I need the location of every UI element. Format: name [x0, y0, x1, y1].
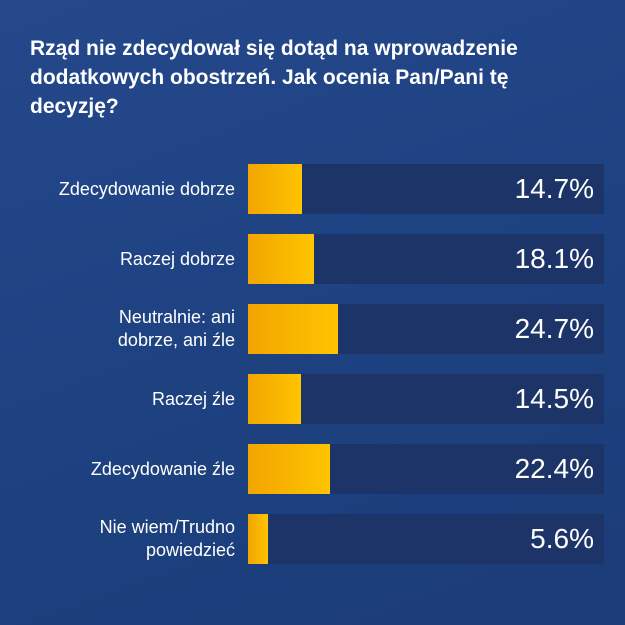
bar-track: 5.6% [248, 514, 604, 564]
bar-row: Zdecydowanie źle 22.4% [0, 444, 625, 494]
bar-track: 18.1% [248, 234, 604, 284]
bar-row: Raczej dobrze 18.1% [0, 234, 625, 284]
bar-row: Zdecydowanie dobrze 14.7% [0, 164, 625, 214]
value-label: 24.7% [514, 313, 594, 344]
bar-row: Nie wiem/Trudno powiedzieć 5.6% [0, 514, 625, 564]
bar-row: Neutralnie: ani dobrze, ani źle 24.7% [0, 304, 625, 354]
bar-track: 14.5% [248, 374, 604, 424]
category-label: Raczej źle [151, 388, 235, 409]
value-label: 22.4% [514, 453, 594, 484]
value-label: 14.7% [514, 173, 594, 204]
chart-title: Rząd nie zdecydował się dotąd na wprowad… [30, 37, 518, 118]
bar [248, 444, 330, 494]
bar [248, 304, 339, 354]
value-label: 5.6% [530, 523, 594, 554]
value-label: 14.5% [514, 383, 594, 414]
bar-track: 14.7% [248, 164, 604, 214]
bar-row: Raczej źle 14.5% [0, 374, 625, 424]
bar-track: 24.7% [248, 304, 604, 354]
bar [248, 514, 269, 564]
category-label: Neutralnie: ani dobrze, ani źle [117, 307, 235, 350]
value-label: 18.1% [514, 243, 594, 274]
bar [248, 234, 315, 284]
category-label: Nie wiem/Trudno powiedzieć [99, 517, 235, 560]
bar [248, 374, 301, 424]
category-label: Zdecydowanie dobrze [58, 178, 235, 199]
bar-track: 22.4% [248, 444, 604, 494]
category-label: Raczej dobrze [119, 248, 235, 269]
bar [248, 164, 302, 214]
category-label: Zdecydowanie źle [90, 458, 235, 479]
